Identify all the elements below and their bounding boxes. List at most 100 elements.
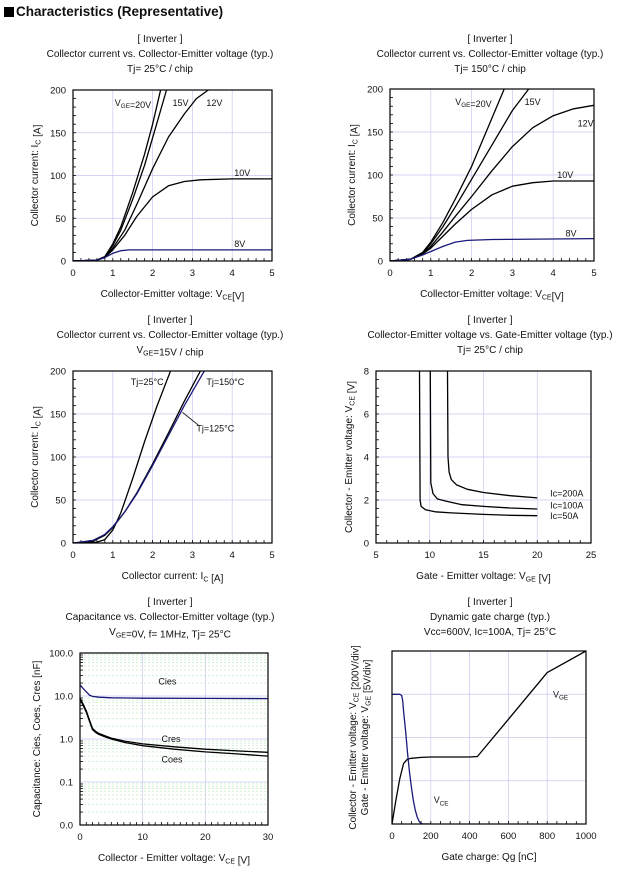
series-label: Tj=25°C	[131, 377, 164, 387]
x-tick-label: 600	[500, 831, 516, 842]
grid	[80, 653, 268, 825]
x-tick-label: 30	[263, 832, 274, 843]
chart-title: Collector-Emitter voltage vs. Gate-Emitt…	[367, 330, 612, 341]
series-label: Ic=100A	[550, 500, 583, 510]
x-tick-label: 200	[423, 831, 439, 842]
series-line	[392, 693, 431, 824]
y-tick-label: 0	[364, 539, 369, 550]
plot-frame	[72, 89, 273, 262]
y-axis-label-line1: Collector - Emitter voltage: VCE [200V/d…	[348, 645, 362, 829]
x-axis-label: Gate - Emitter voltage: VGE [V]	[416, 571, 551, 585]
y-axis-label: Collector current: IC [A]	[30, 124, 44, 226]
series-label: 12V	[206, 98, 222, 108]
x-tick-label: 1000	[575, 831, 596, 842]
series-label: 15V	[173, 98, 189, 108]
x-tick-label: 10	[424, 550, 435, 561]
y-axis-label-line2: Gate - Emitter voltage: VGE [5V/div]	[360, 659, 374, 815]
series-label: Ic=50A	[550, 511, 578, 521]
chart-subtitle: Tj= 25°C / chip	[457, 345, 523, 356]
chart-2: [ Inverter ] Collector current vs. Collec…	[347, 34, 603, 303]
x-tick-label: 3	[190, 268, 195, 279]
y-tick-label: 0.1	[60, 778, 73, 789]
chart-subtitle: Tj= 25°C / chip	[127, 64, 193, 75]
chart-5: [ Inverter ] Capacitance vs. Collector-Em…	[32, 597, 274, 867]
series-line	[73, 370, 205, 543]
grid	[73, 90, 272, 261]
series-line	[392, 650, 586, 824]
x-tick-label: 5	[269, 550, 274, 561]
x-axis-label: Collector - Emitter voltage: VCE [V]	[98, 853, 250, 867]
plot-frame	[72, 370, 273, 544]
chart-1: [ Inverter ] Collector current vs. Collec…	[30, 34, 275, 303]
x-tick-label: 2	[150, 268, 155, 279]
grid	[392, 651, 586, 824]
y-tick-label: 50	[55, 496, 66, 507]
x-tick-label: 4	[230, 550, 235, 561]
y-tick-label: 200	[50, 86, 66, 97]
series-label: Cies	[158, 676, 177, 686]
y-tick-label: 100	[367, 171, 383, 182]
x-axis-label: Collector-Emitter voltage: VCE[V]	[101, 289, 245, 303]
series-label: Tj=150°C	[206, 377, 244, 387]
series-line	[73, 249, 272, 261]
x-tick-label: 1	[110, 268, 115, 279]
series-label: 15V	[525, 97, 541, 107]
series-line	[80, 698, 268, 757]
x-tick-label: 10	[137, 832, 148, 843]
chart-title: Collector current vs. Collector-Emitter …	[47, 49, 274, 60]
series-label: 10V	[557, 170, 573, 180]
chart-3: [ Inverter ] Collector current vs. Collec…	[30, 315, 283, 585]
series-label: 8V	[234, 239, 245, 249]
series-label: 12V	[578, 118, 594, 128]
section-title: Characteristics (Representative)	[4, 4, 223, 19]
x-tick-label: 0	[77, 832, 82, 843]
y-tick-label: 0	[61, 257, 66, 268]
series-label: 8V	[565, 228, 576, 238]
series-label: VCE	[434, 795, 449, 807]
chart-subtitle: Tj= 150°C / chip	[454, 64, 526, 75]
x-tick-label: 2	[150, 550, 155, 561]
x-tick-label: 0	[387, 268, 392, 279]
series-line	[418, 370, 538, 517]
x-tick-label: 5	[591, 268, 596, 279]
x-tick-label: 20	[200, 832, 211, 843]
x-tick-label: 20	[532, 550, 543, 561]
series-line	[429, 370, 538, 510]
x-tick-label: 0	[70, 550, 75, 561]
y-tick-label: 4	[364, 453, 369, 464]
chart-title: Collector current vs. Collector-Emitter …	[377, 49, 604, 60]
chart-title: Dynamic gate charge (typ.)	[430, 612, 550, 623]
chart-header: [ Inverter ]	[147, 315, 192, 326]
plot-frame	[391, 650, 587, 825]
y-tick-label: 100	[50, 171, 66, 182]
x-tick-label: 1	[428, 268, 433, 279]
chart-subtitle: Vcc=600V, Ic=100A, Tj= 25°C	[424, 627, 556, 638]
x-tick-label: 3	[190, 550, 195, 561]
series-label: Ic=200A	[550, 489, 583, 499]
series-line	[446, 370, 538, 499]
y-tick-label: 1.0	[60, 735, 73, 746]
series-label: VGE=20V	[115, 98, 151, 110]
bullet-square-icon	[4, 7, 14, 17]
y-axis-label: Capacitance: Cies, Coes, Cres [nF]	[32, 660, 43, 817]
plot-frame	[375, 370, 592, 544]
x-axis-label: Collector-Emitter voltage: VCE[V]	[420, 289, 564, 303]
x-tick-label: 3	[510, 268, 515, 279]
series-label: Cres	[161, 734, 181, 744]
y-tick-label: 8	[364, 367, 369, 378]
plot-frame	[389, 88, 595, 262]
x-tick-label: 400	[462, 831, 478, 842]
chart-6: [ Inverter ] Dynamic gate charge (typ.) Vc…	[348, 597, 597, 863]
series-line	[80, 684, 268, 700]
x-tick-label: 0	[389, 831, 394, 842]
series-line	[390, 104, 594, 261]
chart-subtitle: VGE=0V, f= 1MHz, Tj= 25°C	[109, 627, 231, 641]
chart-title: Collector current vs. Collector-Emitter …	[57, 330, 284, 341]
y-tick-label: 150	[367, 128, 383, 139]
plot-frame	[79, 652, 269, 826]
series-line	[390, 237, 594, 261]
axis-ticks	[73, 379, 265, 543]
y-tick-label: 150	[50, 128, 66, 139]
chart-4: [ Inverter ] Collector-Emitter voltage vs…	[344, 315, 613, 585]
